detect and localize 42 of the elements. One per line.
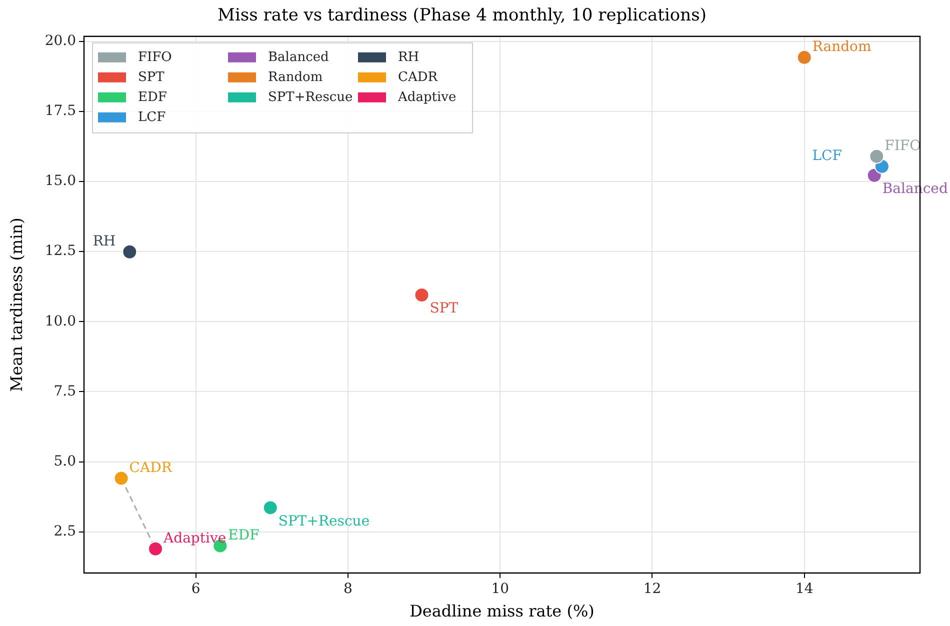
legend-label: Balanced [268, 50, 329, 65]
point [414, 288, 430, 303]
legend-label: EDF [138, 90, 167, 105]
point [796, 50, 812, 65]
x-tick-label: 6 [191, 581, 200, 598]
text: SPT [430, 300, 458, 317]
point [122, 244, 138, 260]
y-tick-label: 17.5 [44, 103, 76, 120]
legend-label: Random [268, 70, 323, 85]
y-tick-label: 20.0 [44, 33, 76, 50]
legend-label: LCF [138, 110, 166, 125]
text: EDF [228, 527, 260, 544]
text: Adaptive [164, 530, 226, 547]
point [262, 500, 278, 516]
x-tick-label: 12 [643, 581, 662, 598]
text: FIFO [884, 138, 922, 154]
chart-title: Miss rate vs tardiness (Phase 4 monthly, 10 replications) [218, 6, 706, 26]
y-tick-label: 10.0 [44, 313, 76, 330]
legend-label: RH [398, 50, 420, 65]
x-tick-label: 8 [344, 581, 352, 598]
text: SPT+Rescue [278, 513, 370, 530]
legend-label: Adaptive [397, 90, 457, 105]
y-tick-label: 7.5 [54, 383, 76, 400]
text: Random [812, 39, 872, 56]
legend-label: SPT+Rescue [268, 90, 354, 105]
text: CADR [129, 460, 172, 476]
point [114, 470, 129, 486]
x-tick-label: 10 [491, 581, 510, 598]
legend-label: SPT [138, 70, 165, 85]
y-axis-title: Mean tardiness (min) [6, 218, 26, 392]
y-tick-label: 5.0 [54, 453, 76, 470]
legend-label: FIFO [138, 50, 172, 65]
point [148, 541, 164, 556]
y-tick-label: 12.5 [44, 243, 76, 260]
text: RH [92, 234, 116, 250]
legend-label: CADR [398, 70, 439, 85]
x-axis-title: Deadline miss rate (%) [410, 602, 594, 621]
y-tick-label: 15.0 [44, 173, 76, 190]
y-tick-label: 2.5 [54, 523, 76, 540]
text: LCF [812, 148, 842, 164]
x-tick-label: 14 [795, 581, 814, 598]
point [869, 148, 884, 164]
